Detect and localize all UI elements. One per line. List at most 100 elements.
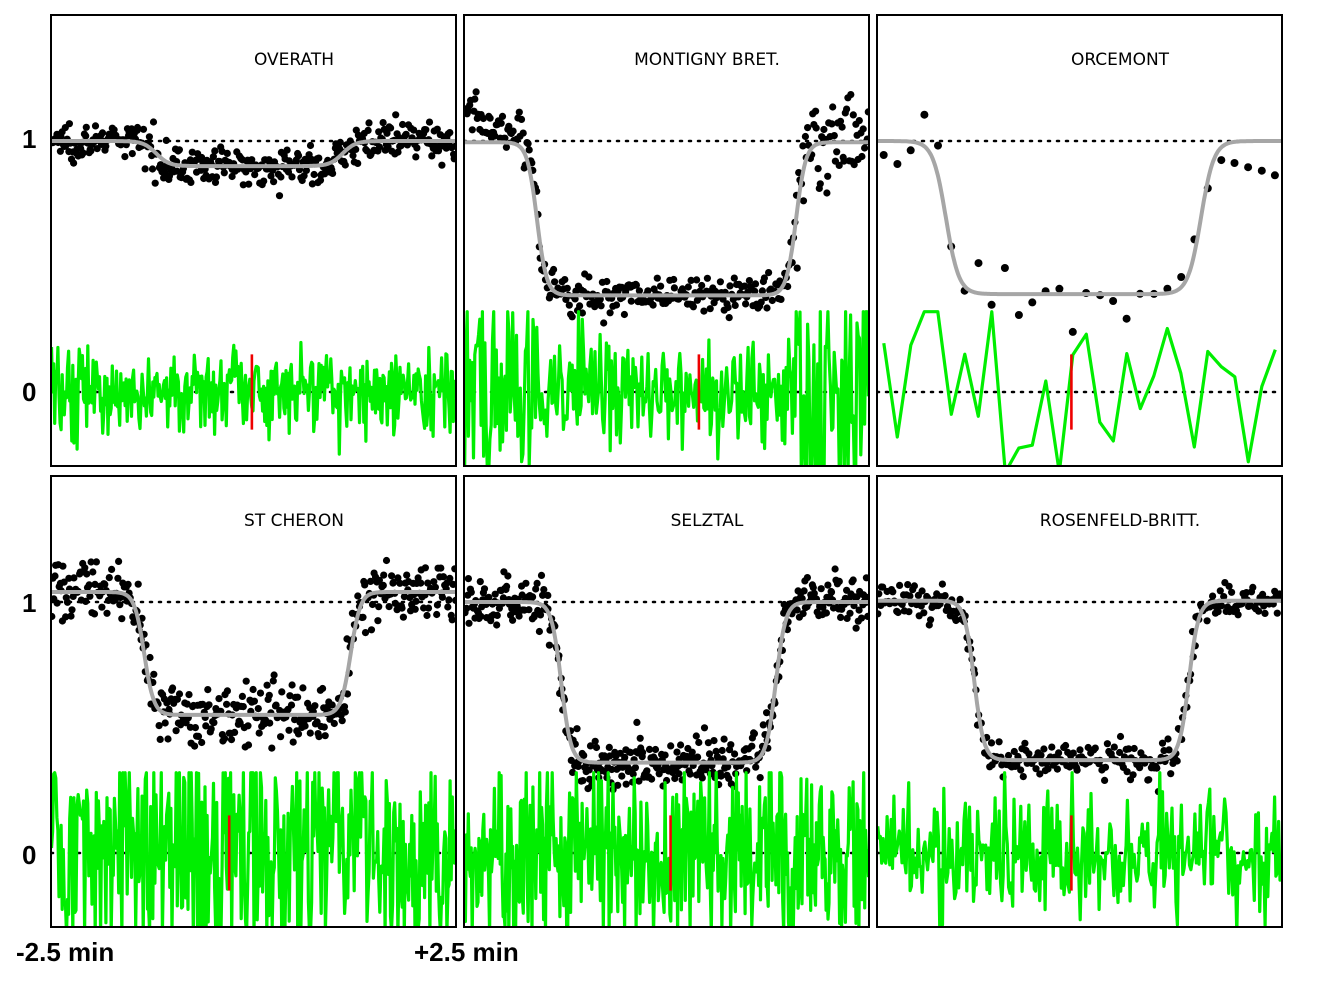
data-point [817, 585, 825, 593]
data-point [750, 730, 759, 738]
data-point [277, 173, 285, 181]
data-point [400, 593, 408, 601]
data-point [245, 180, 253, 188]
data-point [476, 578, 484, 586]
data-point [270, 671, 278, 679]
data-point [134, 580, 142, 588]
data-point [759, 721, 767, 729]
data-point [561, 276, 569, 284]
data-point [586, 775, 594, 783]
data-point [847, 91, 855, 99]
data-point [472, 88, 480, 96]
data-point [239, 181, 247, 189]
data-point [244, 741, 253, 749]
x-range-end-label: +2.5 min [414, 937, 519, 967]
data-point [742, 300, 750, 308]
model-curve [877, 598, 1282, 763]
panel-1: OVERATH [50, 14, 457, 467]
data-point [85, 581, 93, 589]
data-point [505, 122, 513, 130]
data-point [877, 610, 882, 618]
data-point [108, 565, 116, 574]
data-point [266, 719, 274, 727]
data-points [51, 111, 456, 200]
data-point [670, 275, 678, 284]
data-point [627, 297, 635, 305]
data-point [614, 781, 622, 789]
data-point [627, 748, 635, 757]
data-point [368, 600, 377, 609]
data-points [51, 556, 456, 752]
data-point [1136, 764, 1144, 772]
data-point [439, 573, 447, 581]
data-point [272, 701, 280, 709]
data-point [1055, 749, 1063, 757]
data-point [491, 590, 499, 598]
data-point [294, 730, 303, 738]
data-point [121, 153, 129, 161]
data-point [209, 153, 217, 161]
data-point [211, 178, 220, 186]
data-point [1163, 284, 1172, 293]
data-point [987, 300, 996, 309]
data-point [185, 691, 193, 699]
data-point [508, 616, 517, 624]
data-point [1068, 327, 1077, 336]
data-point [1014, 311, 1023, 319]
data-point [1203, 617, 1211, 625]
data-point [824, 172, 832, 180]
data-point [700, 307, 708, 315]
data-point [687, 276, 695, 284]
data-point [320, 723, 328, 731]
data-point [98, 603, 106, 611]
data-point [889, 588, 897, 596]
data-point [1109, 297, 1118, 305]
data-point [444, 603, 452, 611]
data-point [850, 161, 858, 169]
data-point [162, 136, 170, 144]
data-point [275, 192, 284, 200]
data-point [576, 302, 584, 310]
data-point [1122, 314, 1131, 323]
data-point [686, 770, 694, 778]
data-point [586, 742, 595, 750]
data-point [501, 134, 509, 142]
data-point [83, 570, 91, 578]
data-point [849, 576, 857, 584]
data-point [215, 695, 223, 703]
data-point [580, 751, 588, 760]
data-point [375, 576, 383, 584]
data-point [1101, 763, 1110, 771]
data-point [810, 589, 818, 598]
data-point [535, 627, 544, 636]
data-point [211, 147, 219, 155]
data-point [689, 303, 698, 311]
data-point [918, 587, 926, 595]
data-point [366, 577, 375, 586]
data-point [877, 590, 883, 598]
data-point [343, 690, 352, 698]
data-point [824, 581, 832, 589]
data-point [836, 117, 845, 125]
data-point [379, 581, 387, 590]
data-point [497, 119, 505, 127]
data-point [569, 768, 577, 777]
data-point [288, 681, 296, 689]
data-point [161, 719, 169, 727]
data-point [827, 588, 836, 596]
data-point [814, 165, 822, 173]
data-point [1129, 771, 1137, 779]
data-point [155, 722, 163, 730]
data-point [349, 151, 357, 160]
data-point [858, 152, 866, 161]
data-point [692, 732, 700, 740]
data-point [424, 579, 432, 587]
data-point [438, 593, 446, 601]
data-point [644, 287, 652, 295]
data-point [639, 748, 647, 757]
data-point [563, 284, 571, 292]
data-point [765, 269, 773, 277]
data-point [1125, 745, 1133, 753]
data-point [329, 169, 337, 177]
